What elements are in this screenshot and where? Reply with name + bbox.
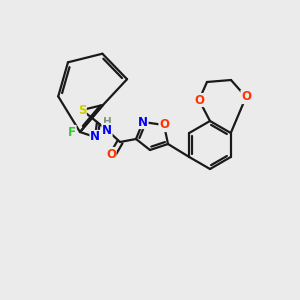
Text: O: O bbox=[194, 94, 204, 106]
Text: F: F bbox=[68, 125, 76, 139]
Text: O: O bbox=[106, 148, 116, 160]
Text: N: N bbox=[90, 130, 100, 143]
Text: O: O bbox=[241, 91, 251, 103]
Text: O: O bbox=[159, 118, 169, 131]
Text: H: H bbox=[103, 117, 111, 127]
Text: S: S bbox=[78, 103, 86, 116]
Text: N: N bbox=[138, 116, 148, 128]
Text: N: N bbox=[102, 124, 112, 136]
